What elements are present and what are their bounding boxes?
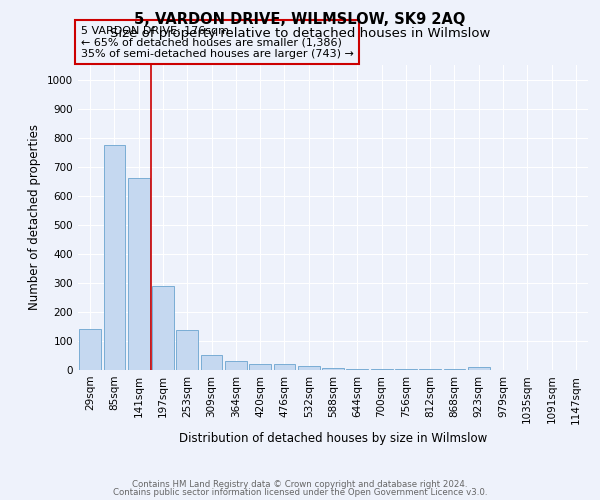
Y-axis label: Number of detached properties: Number of detached properties (28, 124, 41, 310)
Text: Contains HM Land Registry data © Crown copyright and database right 2024.: Contains HM Land Registry data © Crown c… (132, 480, 468, 489)
Bar (104, 145, 125, 370)
Text: 5 VARDON DRIVE: 176sqm
← 65% of detached houses are smaller (1,386)
35% of semi-: 5 VARDON DRIVE: 176sqm ← 65% of detached… (80, 26, 353, 59)
Bar (443, 368, 466, 370)
Text: Contains public sector information licensed under the Open Government Licence v3: Contains public sector information licen… (113, 488, 487, 497)
X-axis label: Distribution of detached houses by size in Wilmslow: Distribution of detached houses by size … (179, 432, 487, 445)
Bar (298, 366, 320, 370)
Bar (200, 354, 223, 370)
Bar (346, 368, 368, 370)
Bar (152, 286, 174, 370)
Bar (468, 367, 490, 370)
Bar (395, 368, 417, 370)
Bar (79, 330, 101, 370)
Bar (225, 362, 247, 370)
Text: 5, VARDON DRIVE, WILMSLOW, SK9 2AQ: 5, VARDON DRIVE, WILMSLOW, SK9 2AQ (134, 12, 466, 28)
Bar (419, 368, 441, 370)
Bar (128, 178, 149, 370)
Bar (176, 330, 198, 370)
Bar (322, 368, 344, 370)
Bar (274, 364, 295, 370)
Text: Size of property relative to detached houses in Wilmslow: Size of property relative to detached ho… (110, 28, 490, 40)
Bar (249, 364, 271, 370)
Bar (371, 368, 392, 370)
